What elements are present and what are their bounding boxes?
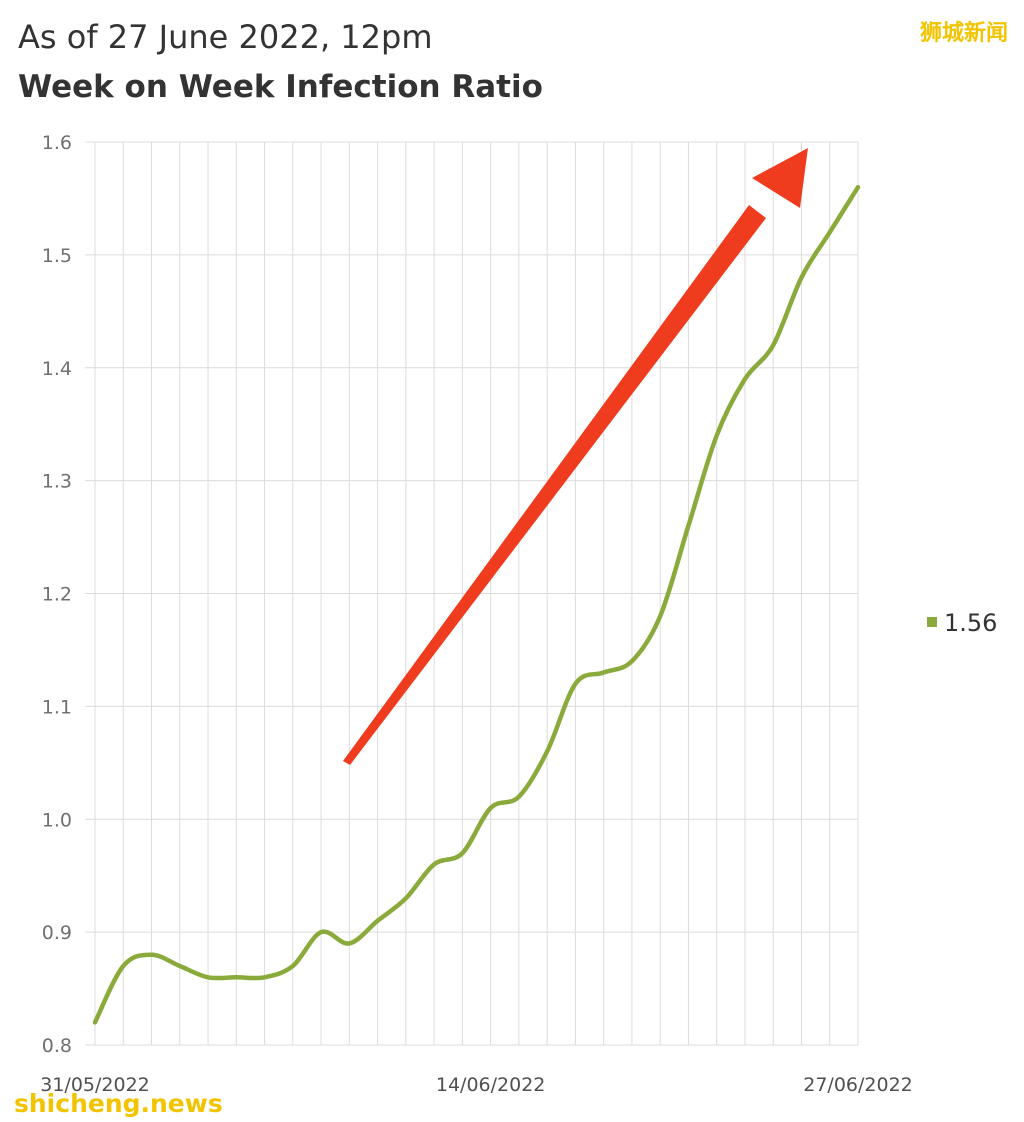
series-line [92,184,861,1025]
trend-arrow [343,148,808,765]
x-tick-label: 31/05/2022 [40,1074,150,1096]
y-tick-label: 1.0 [42,809,72,831]
chart-title: Week on Week Infection Ratio [18,69,543,105]
chart-subtitle: As of 27 June 2022, 12pm [18,18,432,56]
y-tick-label: 0.9 [42,922,72,944]
grid [85,141,859,1046]
y-axis: 0.8 0.9 1.0 1.1 1.2 1.3 1.4 1.5 1.6 [42,132,72,1057]
y-tick-label: 1.3 [42,471,72,493]
watermark-top: 狮城新闻 [920,20,1008,46]
x-axis: 31/05/2022 14/06/2022 27/06/2022 [40,1074,913,1096]
y-tick-label: 1.6 [42,132,72,154]
legend-swatch [927,617,937,627]
y-tick-label: 1.4 [42,358,72,380]
x-tick-label: 27/06/2022 [803,1074,913,1096]
arrow-head [752,148,808,208]
x-tick-label: 14/06/2022 [436,1074,546,1096]
y-tick-label: 1.2 [42,584,72,606]
legend: 1.56 [927,609,997,637]
watermark-bottom: shicheng.news [14,1089,223,1118]
arrow-shaft [343,205,766,765]
y-tick-label: 1.5 [42,245,72,267]
y-tick-label: 0.8 [42,1035,72,1057]
legend-label: 1.56 [944,609,997,637]
y-tick-label: 1.1 [42,696,72,718]
